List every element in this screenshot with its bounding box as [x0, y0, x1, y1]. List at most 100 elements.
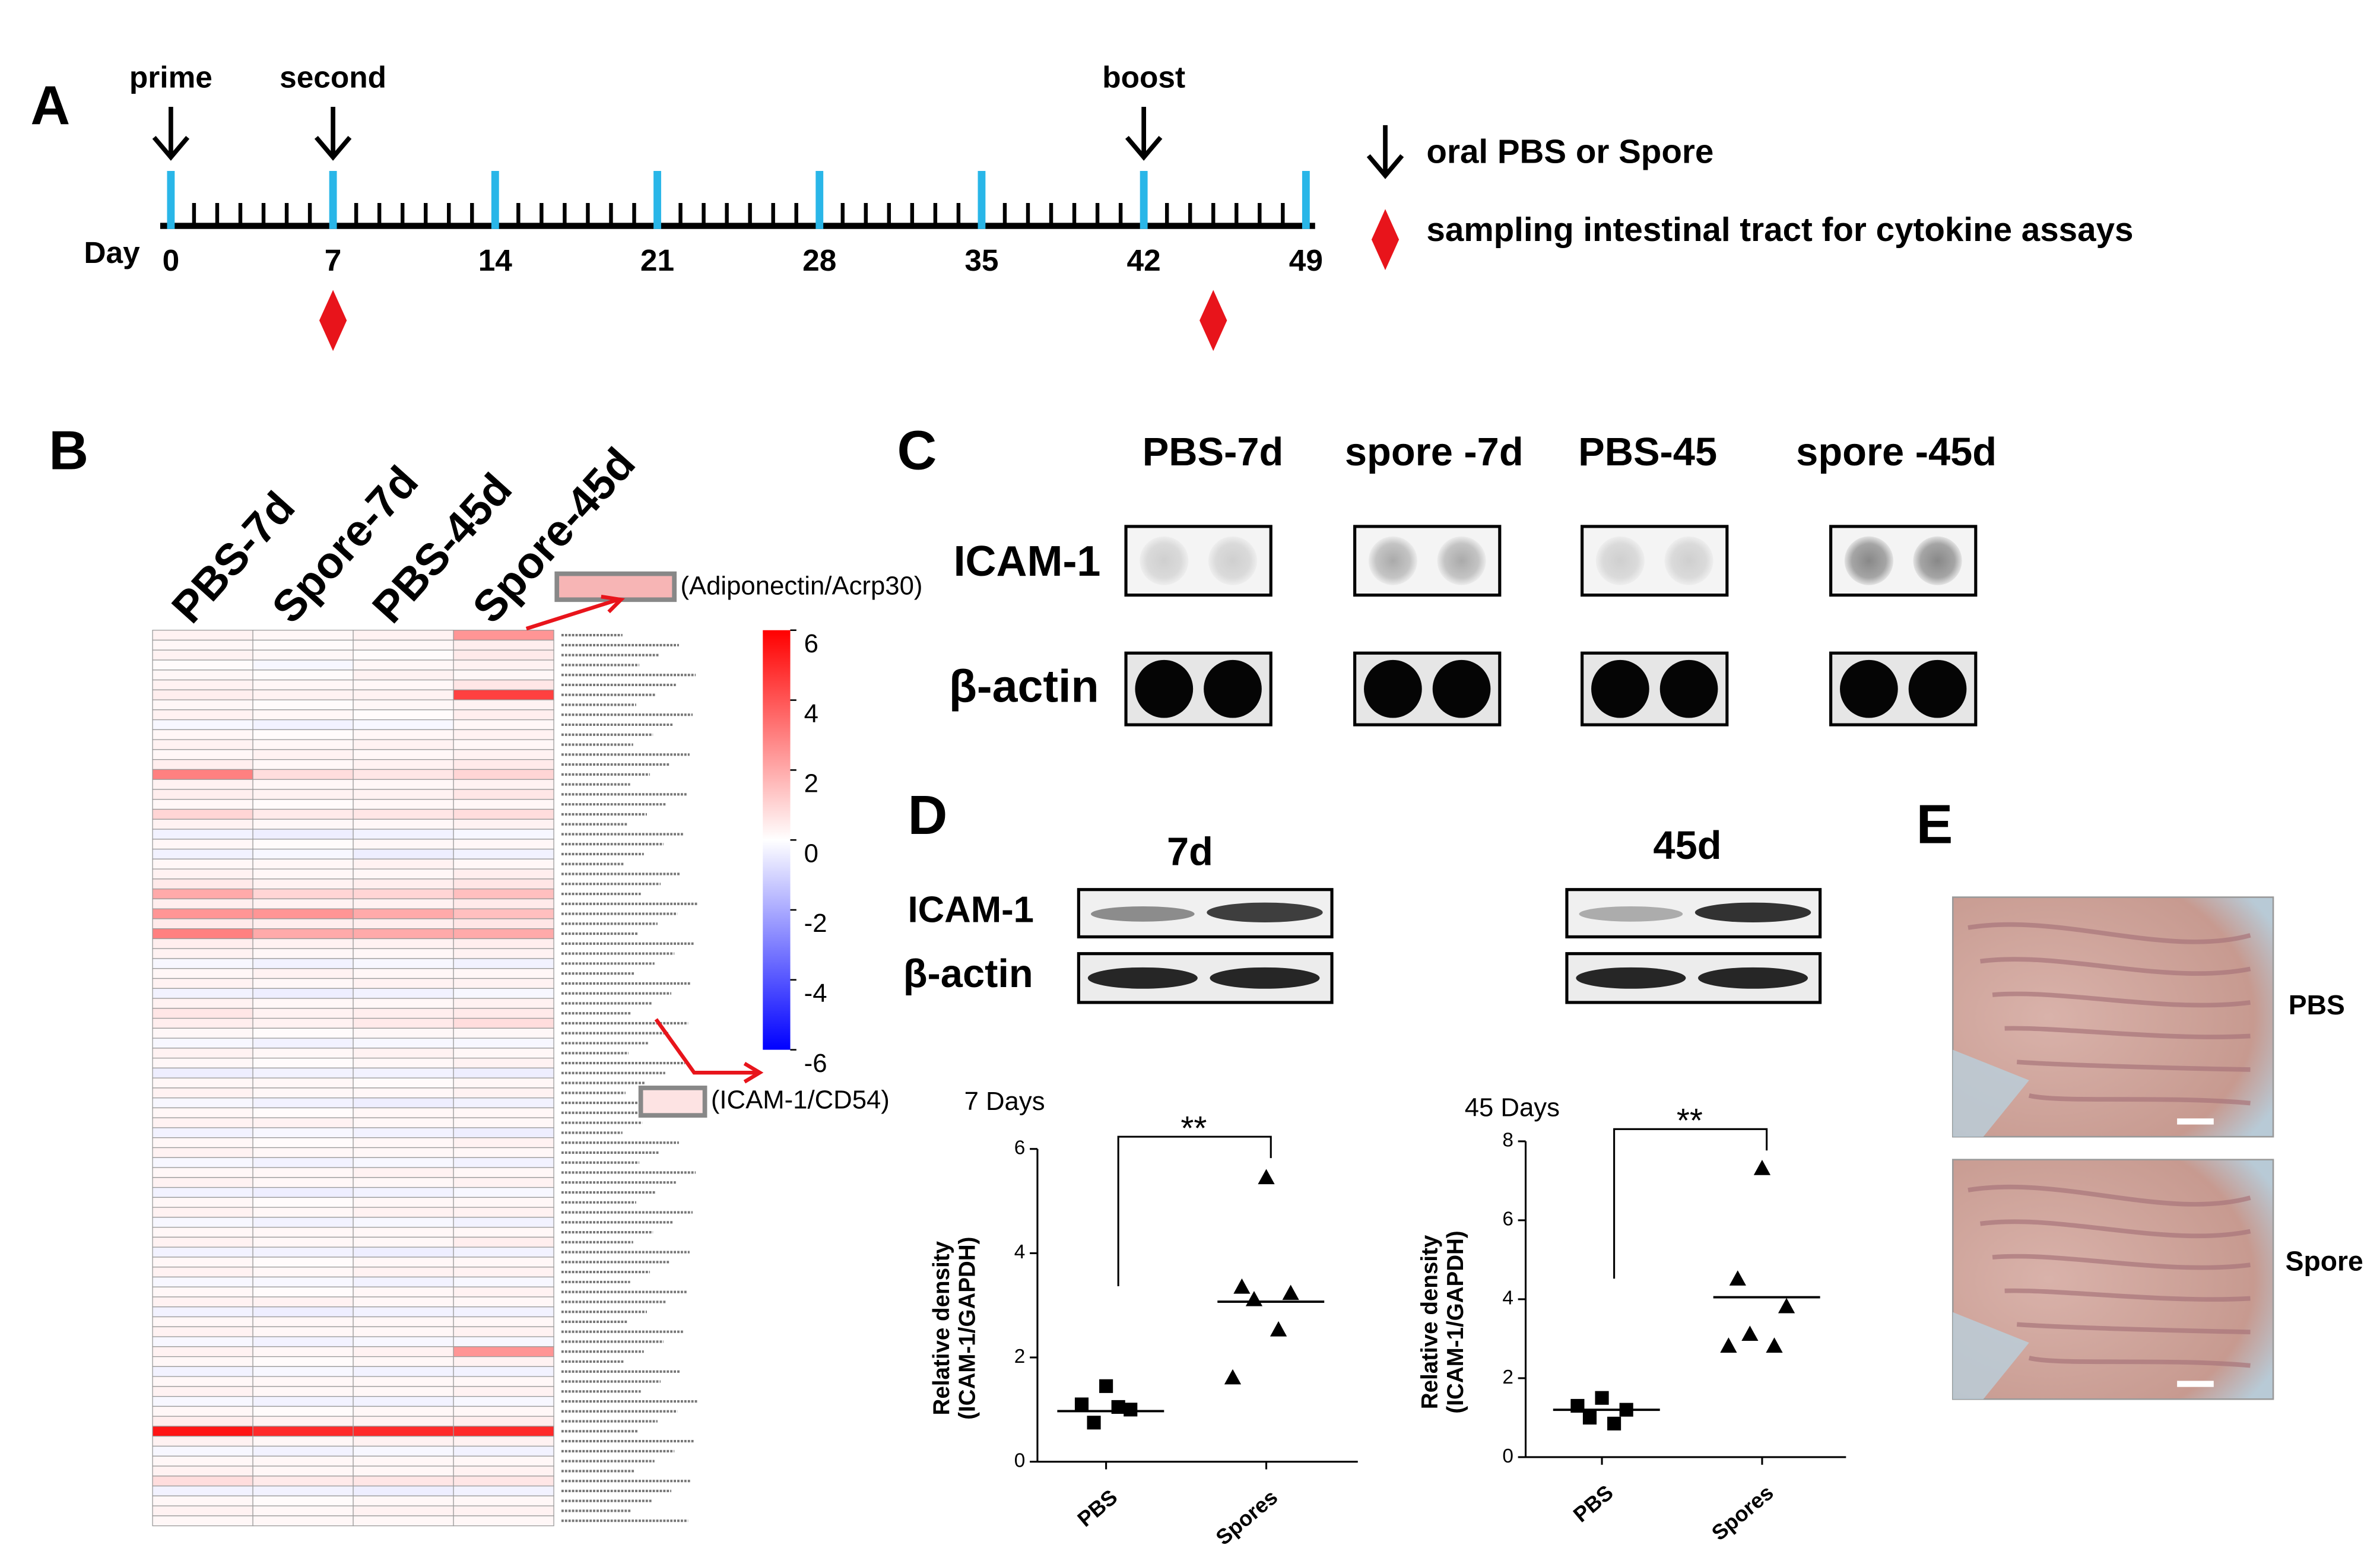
blot-dot — [1437, 536, 1486, 585]
heat-cell — [152, 1296, 253, 1308]
band — [1207, 902, 1323, 922]
heat-cell — [252, 1436, 354, 1447]
colorbar-label: 4 — [804, 699, 818, 728]
heat-cell — [353, 998, 454, 1009]
heat-cell — [453, 1147, 554, 1158]
data-point — [1224, 1369, 1242, 1385]
heat-cell — [152, 1495, 253, 1506]
heat-cell — [353, 670, 454, 681]
heat-cell — [353, 699, 454, 710]
heat-cell — [353, 779, 454, 790]
y-axis-label: (ICAM-1/GAPDH) — [1443, 1230, 1468, 1413]
heat-cell — [252, 1485, 354, 1496]
heat-cell — [152, 829, 253, 840]
heat-cell — [252, 1127, 354, 1138]
heat-cell — [152, 1485, 253, 1496]
heat-cell — [252, 1058, 354, 1069]
heat-cell — [252, 808, 354, 820]
heat-cell — [252, 719, 354, 731]
data-point — [1074, 1397, 1089, 1411]
heat-cell — [152, 689, 253, 700]
data-point — [1607, 1416, 1621, 1430]
y-tick-label: 8 — [1502, 1130, 1513, 1151]
colorbar-label: -2 — [804, 909, 827, 938]
heat-cell — [252, 630, 354, 641]
heat-cell — [353, 878, 454, 890]
heat-cell — [453, 1406, 554, 1417]
heat-cell — [453, 1246, 554, 1258]
heat-cell — [353, 749, 454, 760]
blot-dot — [1208, 536, 1258, 585]
heat-cell — [252, 958, 354, 969]
heat-cell — [353, 1376, 454, 1387]
heat-cell — [353, 759, 454, 770]
heat-cell — [252, 1048, 354, 1059]
heat-cell — [152, 779, 253, 790]
heat-cell — [152, 1436, 253, 1447]
y-tick-label: 0 — [1014, 1449, 1026, 1471]
heat-cell — [453, 1276, 554, 1287]
heat-cell — [453, 1376, 554, 1387]
y-axis-label: Relative density — [929, 1241, 954, 1415]
heat-cell — [152, 819, 253, 830]
heat-cell — [453, 1326, 554, 1337]
heat-cell — [353, 1476, 454, 1487]
heat-cell — [453, 1067, 554, 1078]
heat-cell — [252, 1286, 354, 1297]
heat-cell — [152, 1027, 253, 1039]
heat-cell — [252, 1386, 354, 1397]
heat-cell — [252, 1476, 354, 1487]
image-label: Spore — [2286, 1246, 2363, 1277]
heat-cell — [353, 1177, 454, 1188]
heat-cell — [353, 679, 454, 690]
heat-cell — [152, 639, 253, 651]
heat-cell — [353, 1137, 454, 1149]
heat-cell — [353, 1465, 454, 1477]
blot-dot — [1135, 659, 1194, 718]
heat-cell — [453, 799, 554, 810]
heat-cell — [453, 908, 554, 919]
event-arrow — [314, 107, 352, 161]
heat-cell — [252, 1008, 354, 1019]
heat-cell — [353, 819, 454, 830]
heat-cell — [353, 1217, 454, 1228]
heat-cell — [353, 799, 454, 810]
tissue-fold — [1992, 1254, 2251, 1270]
heat-cell — [453, 1107, 554, 1118]
colorbar-label: 0 — [804, 839, 818, 868]
heat-cell — [353, 1147, 454, 1158]
heat-cell — [152, 749, 253, 760]
heat-cell — [353, 868, 454, 880]
heat-cell — [252, 769, 354, 780]
heat-cell — [152, 1058, 253, 1069]
heat-cell — [353, 978, 454, 989]
heat-cell — [252, 729, 354, 740]
heat-cell — [453, 1296, 554, 1308]
tissue-fold — [2016, 1322, 2251, 1335]
heat-cell — [453, 1386, 554, 1397]
heat-cell — [353, 928, 454, 940]
heat-cell — [252, 1246, 354, 1258]
y-axis-label: Relative density — [1417, 1235, 1442, 1409]
heat-cell — [152, 1326, 253, 1337]
heat-cell — [353, 908, 454, 919]
heat-cell — [353, 848, 454, 859]
heat-cell — [252, 998, 354, 1009]
data-point — [1087, 1416, 1101, 1430]
heat-cell — [453, 759, 554, 770]
data-point — [1124, 1403, 1138, 1417]
heat-cell — [152, 659, 253, 671]
heat-cell — [152, 908, 253, 919]
heat-cell — [353, 1445, 454, 1457]
blot-dot — [1659, 659, 1718, 718]
heat-cell — [453, 898, 554, 909]
heat-cell — [353, 1008, 454, 1019]
colorbar-label: -6 — [804, 1049, 827, 1078]
heat-cell — [353, 709, 454, 721]
heat-cell — [453, 779, 554, 790]
column-header: spore -45d — [1796, 430, 1997, 474]
heat-cell — [152, 888, 253, 900]
blot-dot — [1595, 536, 1645, 585]
heat-cell — [453, 1286, 554, 1297]
heat-cell — [353, 1246, 454, 1258]
